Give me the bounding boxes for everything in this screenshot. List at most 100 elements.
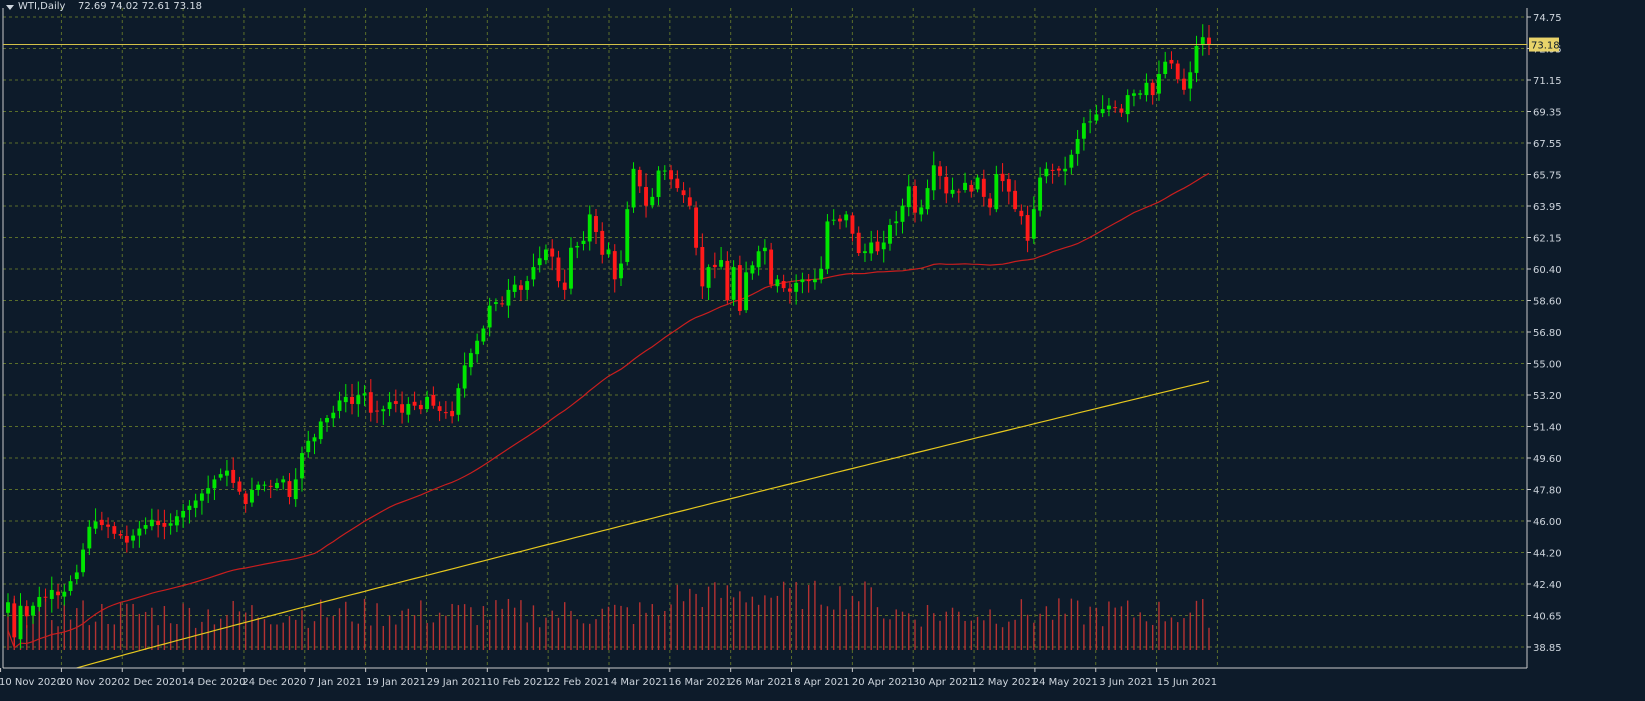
candle-bearish bbox=[43, 588, 48, 602]
triangle-down-icon[interactable] bbox=[6, 5, 14, 10]
candle-bullish bbox=[81, 543, 86, 577]
price-tick-label: 60.40 bbox=[1533, 265, 1562, 276]
candle-body bbox=[894, 221, 899, 224]
candle-bullish bbox=[31, 602, 35, 624]
candlesticks bbox=[6, 24, 1211, 649]
symbol-timeframe-label: WTI,Daily bbox=[18, 1, 66, 12]
candle-body bbox=[143, 525, 148, 529]
candle-bullish bbox=[1094, 104, 1099, 124]
candle-bearish bbox=[12, 595, 17, 646]
candle-body bbox=[1000, 173, 1005, 182]
candle-bullish bbox=[356, 381, 361, 417]
time-tick-label: 10 Feb 2021 bbox=[487, 677, 549, 688]
candle-bearish bbox=[700, 233, 705, 299]
candle-bearish bbox=[106, 517, 111, 539]
candle-bullish bbox=[1031, 196, 1036, 244]
candle-bullish bbox=[581, 231, 586, 251]
candle-bullish bbox=[6, 593, 10, 617]
candle-body bbox=[187, 505, 192, 510]
candle-bullish bbox=[506, 278, 511, 318]
candle-body bbox=[950, 189, 955, 194]
candle-body bbox=[1100, 109, 1105, 114]
candle-bullish bbox=[512, 275, 517, 298]
candle-bullish bbox=[1138, 89, 1143, 100]
candle-body bbox=[600, 230, 605, 255]
candle-bullish bbox=[656, 166, 661, 206]
moving-averages bbox=[7, 172, 1210, 668]
candle-body bbox=[318, 421, 323, 440]
candle-bullish bbox=[1038, 167, 1043, 217]
candle-bearish bbox=[725, 251, 730, 304]
candle-bearish bbox=[412, 391, 417, 411]
candle-body bbox=[174, 516, 179, 526]
candle-bullish bbox=[306, 430, 311, 458]
candle-body bbox=[581, 240, 586, 244]
candle-bearish bbox=[913, 179, 917, 223]
candle-bearish bbox=[981, 169, 986, 207]
candle-bearish bbox=[162, 509, 167, 540]
candle-body bbox=[569, 247, 573, 289]
candle-body bbox=[493, 302, 498, 304]
candle-bullish bbox=[300, 446, 304, 492]
candle-body bbox=[275, 482, 279, 489]
candle-bearish bbox=[838, 214, 842, 230]
candle-body bbox=[850, 215, 855, 234]
price-tick-label: 62.15 bbox=[1533, 234, 1562, 245]
candle-bullish bbox=[318, 418, 323, 444]
candle-bearish bbox=[556, 250, 561, 288]
current-price-label: 73.18 bbox=[1531, 41, 1560, 52]
candle-body bbox=[906, 186, 911, 208]
candle-bullish bbox=[925, 179, 930, 215]
candle-body bbox=[268, 485, 273, 487]
candle-bearish bbox=[1056, 165, 1061, 177]
candle-body bbox=[931, 165, 936, 191]
candle-body bbox=[944, 176, 949, 194]
candle-bearish bbox=[1182, 68, 1186, 95]
candle-bearish bbox=[562, 269, 567, 300]
candle-body bbox=[468, 353, 473, 368]
candle-body bbox=[562, 282, 567, 290]
candle-body bbox=[156, 520, 161, 526]
candle-body bbox=[681, 190, 686, 196]
price-tick-label: 49.60 bbox=[1533, 454, 1562, 465]
candle-body bbox=[231, 469, 236, 483]
candle-body bbox=[1194, 45, 1199, 73]
candle-body bbox=[250, 489, 254, 503]
candle-body bbox=[750, 265, 755, 274]
candle-bearish bbox=[518, 280, 523, 301]
candle-body bbox=[462, 365, 467, 389]
candle-bearish bbox=[712, 252, 717, 279]
candle-body bbox=[256, 484, 261, 490]
candle-body bbox=[287, 481, 292, 497]
candle-body bbox=[1169, 59, 1174, 64]
candle-bullish bbox=[74, 564, 79, 585]
candle-bullish bbox=[343, 384, 348, 413]
candle-body bbox=[68, 581, 73, 591]
candle-bullish bbox=[1069, 149, 1074, 175]
candle-body bbox=[781, 281, 786, 289]
price-tick-label: 42.40 bbox=[1533, 580, 1562, 591]
candle-bullish bbox=[168, 513, 173, 535]
candle-bullish bbox=[493, 298, 498, 312]
candle-bearish bbox=[687, 187, 692, 210]
candle-bullish bbox=[218, 468, 223, 481]
candle-body bbox=[1031, 209, 1036, 239]
candle-body bbox=[87, 526, 92, 549]
candle-body bbox=[769, 249, 774, 285]
candle-body bbox=[106, 524, 111, 527]
candle-bullish bbox=[950, 177, 955, 198]
candle-body bbox=[425, 396, 430, 410]
candle-body bbox=[1163, 61, 1168, 75]
candle-bearish bbox=[1000, 163, 1005, 192]
candle-bullish bbox=[174, 509, 179, 533]
candle-body bbox=[1182, 78, 1186, 90]
candle-bullish bbox=[62, 584, 67, 606]
candle-bullish bbox=[819, 256, 824, 284]
candle-bearish bbox=[375, 400, 379, 424]
candle-body bbox=[662, 170, 667, 172]
candle-body bbox=[694, 207, 699, 248]
candle-body bbox=[1113, 107, 1118, 109]
candle-bearish bbox=[612, 244, 617, 293]
